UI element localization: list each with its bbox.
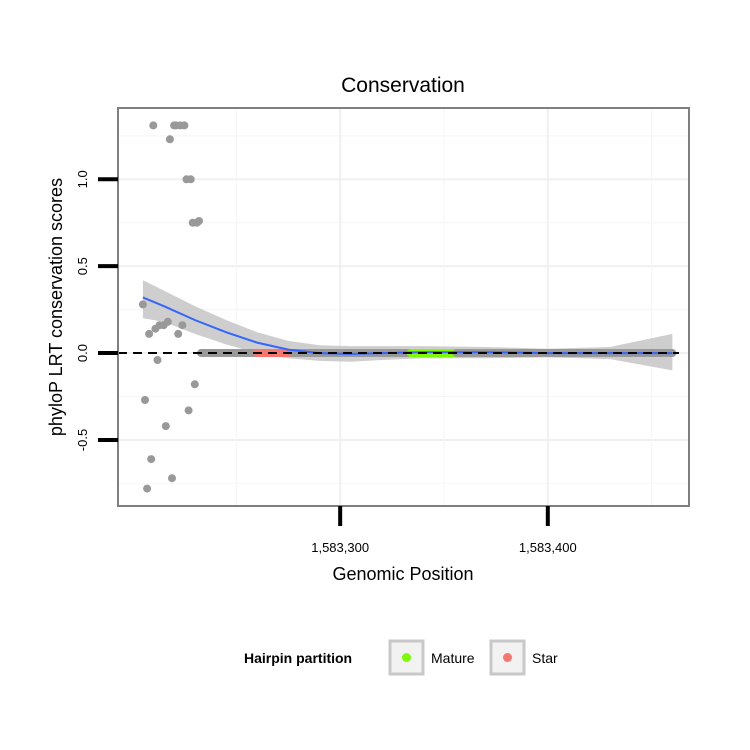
panel-background xyxy=(118,108,689,506)
legend-label-star: Star xyxy=(532,650,558,666)
scatter-point xyxy=(178,321,187,330)
scatter-point xyxy=(153,356,162,364)
scatter-point xyxy=(163,317,172,326)
y-axis-title: phyloP LRT conservation scores xyxy=(46,178,66,436)
legend-entry-star: Star xyxy=(489,639,558,676)
x-tick-label: 1,583,300 xyxy=(311,540,369,555)
y-tick-label: 0.5 xyxy=(75,257,90,275)
legend: Hairpin partition Mature Star xyxy=(244,639,558,676)
scatter-point xyxy=(186,175,195,184)
scatter-point xyxy=(149,121,158,130)
scatter-point xyxy=(174,329,183,338)
scatter-point xyxy=(190,380,199,389)
scatter-point xyxy=(143,484,152,493)
y-tick-label: -0.5 xyxy=(75,429,90,451)
scatter-point xyxy=(168,474,176,483)
y-tick-label: 0.0 xyxy=(75,344,90,362)
chart-title: Conservation xyxy=(341,74,465,97)
scatter-point xyxy=(141,396,149,404)
scatter-point xyxy=(147,455,156,464)
confidence-band xyxy=(142,280,673,371)
y-tick-label: 1.0 xyxy=(75,170,90,188)
plot-panel xyxy=(117,107,690,507)
panel-border xyxy=(117,107,690,507)
legend-entry-mature: Mature xyxy=(388,639,475,676)
gridlines xyxy=(118,108,689,506)
legend-dot-mature xyxy=(402,653,411,662)
x-tick-label: 1,583,400 xyxy=(519,540,577,555)
x-axis: 1,583,300 1,583,400 xyxy=(311,506,577,555)
scatter-points-layer xyxy=(138,121,203,493)
scatter-point xyxy=(180,121,189,130)
scatter-point xyxy=(195,217,203,225)
scatter-point xyxy=(145,329,154,338)
x-axis-title: Genomic Position xyxy=(332,564,473,584)
scatter-point xyxy=(161,422,170,431)
legend-label-mature: Mature xyxy=(431,650,475,666)
y-axis: -0.5 0.0 0.5 1.0 xyxy=(75,170,118,451)
scatter-point xyxy=(138,300,147,309)
legend-title: Hairpin partition xyxy=(244,650,352,666)
scatter-point xyxy=(184,406,193,415)
legend-dot-star xyxy=(503,653,512,662)
confidence-band-layer xyxy=(142,280,673,371)
scatter-point xyxy=(165,135,174,144)
